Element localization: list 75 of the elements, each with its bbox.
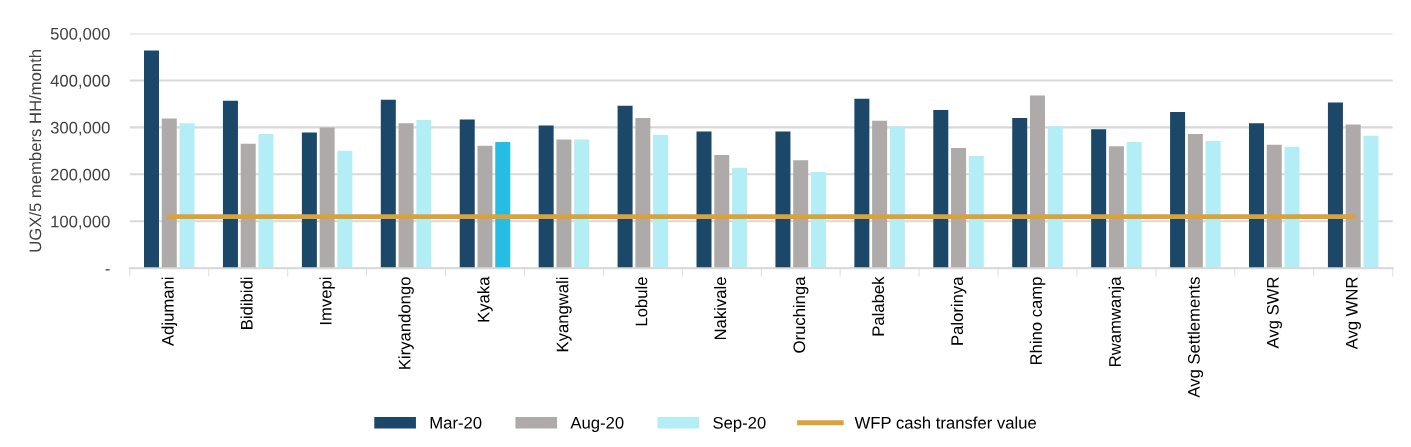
bar (398, 123, 414, 269)
bar (732, 167, 748, 269)
y-tick-label: 400,000 (50, 74, 110, 89)
bar (1126, 141, 1142, 269)
bar (696, 131, 712, 269)
bar (1170, 111, 1186, 269)
bar (459, 119, 475, 269)
bar (319, 127, 335, 269)
bar (380, 99, 396, 269)
bar (240, 143, 256, 269)
bar (635, 118, 651, 269)
bar (889, 126, 905, 269)
bar (1284, 146, 1300, 269)
bar (416, 119, 432, 269)
x-tick-label: Imvepi (319, 277, 335, 325)
x-tick-label: Palorinya (950, 276, 967, 345)
x-tick-label: Adjumani (161, 277, 178, 346)
x-tick-label: Avg WNR (1346, 277, 1361, 350)
bar (179, 123, 195, 269)
bar (161, 118, 177, 269)
bar (951, 148, 967, 269)
bar (574, 139, 590, 269)
y-axis-title: UGX/5 members HH/month (29, 50, 42, 252)
bar (1047, 126, 1063, 269)
bar (1345, 124, 1361, 269)
bar (258, 133, 274, 269)
bar (1205, 141, 1221, 269)
bar (653, 134, 669, 269)
bar (775, 131, 791, 269)
y-tick-label: 300,000 (50, 121, 110, 136)
y-tick-label: - (105, 269, 110, 271)
bar (1012, 118, 1028, 269)
bar (1327, 102, 1343, 269)
x-tick-label: Kyangwali (556, 277, 572, 352)
bar (144, 50, 160, 269)
bar (714, 155, 730, 269)
y-tick-label: 100,000 (51, 215, 110, 230)
bar (968, 156, 984, 269)
x-tick-label: Avg SWR (1266, 277, 1283, 349)
x-tick-label: Nakivale (714, 277, 727, 340)
bar (933, 110, 949, 269)
bar (872, 120, 888, 269)
y-tick-label: 500,000 (50, 27, 110, 42)
bar (337, 150, 353, 269)
bar (1363, 135, 1379, 269)
bar (556, 139, 572, 269)
bar (495, 141, 511, 269)
bar (538, 125, 554, 269)
bar (810, 171, 826, 269)
x-tick-label: Kiryandongo (398, 277, 414, 369)
legend-label: Sep-20 (713, 416, 766, 432)
x-tick-label: Kyaka (477, 276, 493, 322)
x-tick-label: Lobule (635, 277, 648, 326)
bar (854, 98, 870, 269)
legend-label: WFP cash transfer value (854, 416, 1036, 429)
bar (617, 105, 633, 269)
y-tick-label: 200,000 (50, 168, 110, 183)
x-tick-label: Rhino camp (1029, 277, 1046, 365)
bar (1029, 95, 1045, 269)
bar (301, 132, 317, 269)
bar (1266, 144, 1282, 269)
x-tick-label: Rwamwanja (1108, 276, 1125, 366)
x-tick-label: Oruchinga (792, 276, 809, 353)
bar (1187, 133, 1203, 269)
bar (793, 160, 809, 269)
x-tick-label: Avg Settlements (1187, 277, 1204, 398)
x-tick-label: Palabek (871, 276, 885, 336)
bar (1091, 129, 1107, 269)
bar (477, 145, 493, 269)
bar (222, 100, 238, 269)
bar (1108, 146, 1124, 269)
x-tick-label: Bidibidi (240, 277, 253, 329)
legend-label: Mar-20 (430, 416, 482, 429)
bar (1249, 123, 1264, 269)
legend-label: Aug-20 (570, 416, 624, 432)
